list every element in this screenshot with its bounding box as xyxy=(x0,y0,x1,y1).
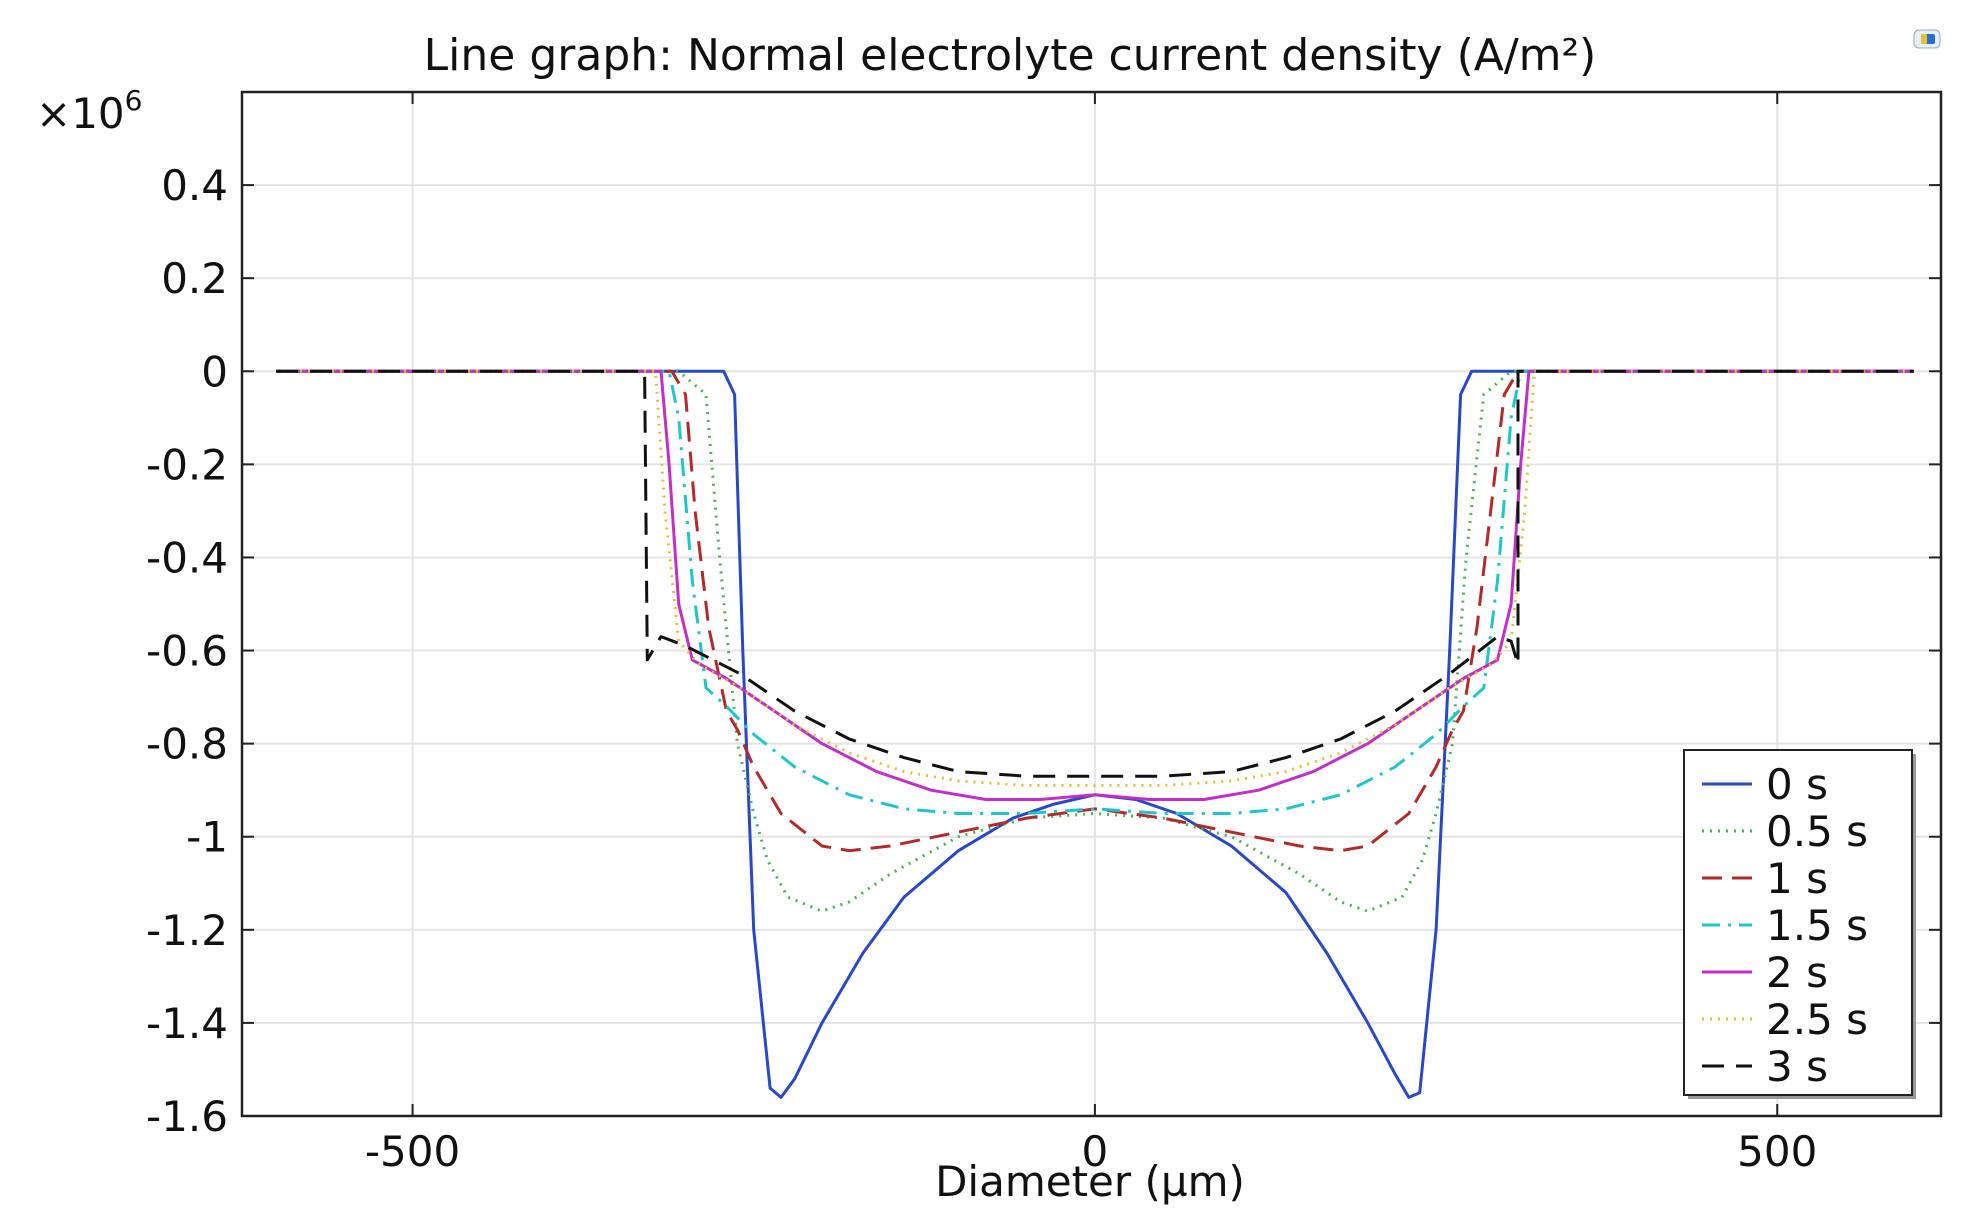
series-line-6 xyxy=(276,369,1914,778)
y-tick-label: -1.6 xyxy=(146,1092,228,1141)
y-tick-label: 0.4 xyxy=(161,161,228,210)
legend-label-3: 1.5 s xyxy=(1766,901,1868,950)
legend-label-5: 2.5 s xyxy=(1766,995,1868,1044)
chart-title: Line graph: Normal electrolyte current d… xyxy=(424,30,1597,81)
x-tick-label: 0 xyxy=(1082,1127,1109,1176)
corner-badge-icon xyxy=(1913,29,1941,49)
x-tick-label: -500 xyxy=(365,1127,460,1176)
legend-label-0: 0 s xyxy=(1766,760,1828,809)
y-tick-label: -1.2 xyxy=(146,906,228,955)
y-tick-label: -0.6 xyxy=(146,627,228,676)
x-tick-label: 500 xyxy=(1737,1127,1817,1176)
series-line-4 xyxy=(276,369,1914,801)
series-line-2 xyxy=(276,369,1914,853)
legend-label-1: 0.5 s xyxy=(1766,807,1868,856)
y-tick-label: -1.4 xyxy=(146,999,228,1048)
y-tick-label: -0.4 xyxy=(146,533,228,582)
y-tick-label: -0.2 xyxy=(146,440,228,489)
axis-ticks: -500 0 500 0.4 0.2 0 -0.2 -0.4 -0.6 -0.8 -1 -1.2 -1.… xyxy=(146,92,1941,1176)
y-tick-label: -1 xyxy=(186,813,228,862)
series-line-3 xyxy=(276,369,1914,815)
series-lines xyxy=(276,369,1914,1099)
legend-box xyxy=(1683,749,1913,1096)
legend-label-2: 1 s xyxy=(1766,854,1828,903)
x-axis-label: Diameter (µm) xyxy=(935,1157,1245,1206)
y-multiplier: ×106 xyxy=(36,84,142,138)
legend-label-4: 2 s xyxy=(1766,948,1828,997)
plot-area-frame xyxy=(240,90,1943,1118)
y-tick-label: -0.8 xyxy=(146,720,228,769)
y-tick-label: 0.2 xyxy=(161,254,228,303)
legend: 0 s0.5 s1 s1.5 s2 s2.5 s3 s xyxy=(1683,749,1916,1099)
gridlines xyxy=(242,92,1941,1117)
y-tick-label: 0 xyxy=(201,347,228,396)
legend-label-6: 3 s xyxy=(1766,1042,1828,1091)
series-line-5 xyxy=(276,369,1914,787)
